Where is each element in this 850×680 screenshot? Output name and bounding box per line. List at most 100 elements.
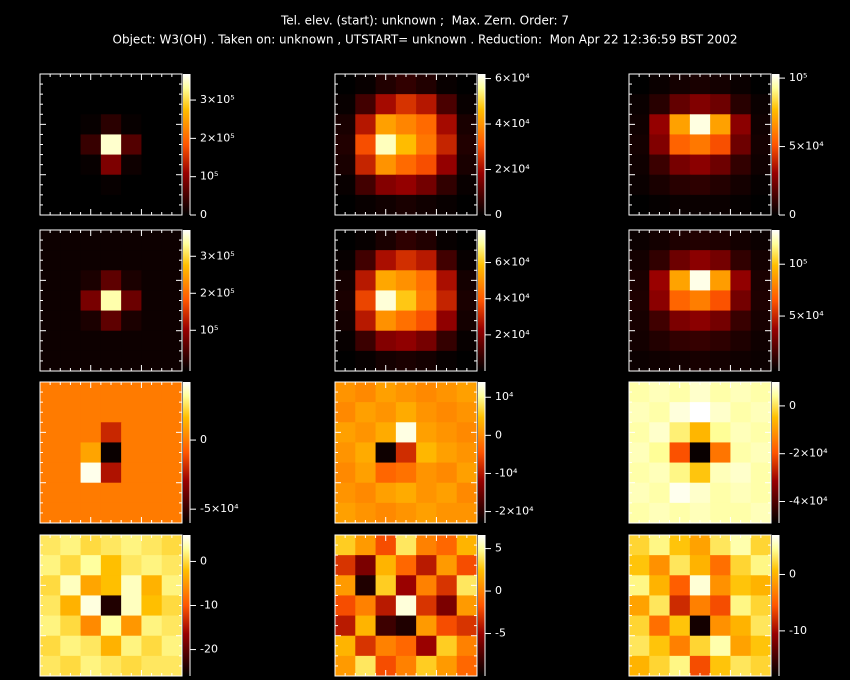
pixel <box>689 442 711 464</box>
pixel <box>335 502 356 524</box>
pixel <box>40 230 61 251</box>
pixel <box>335 535 356 556</box>
pixel <box>649 290 671 312</box>
pixel <box>161 595 183 617</box>
pixel <box>750 595 772 617</box>
pixel <box>730 270 752 291</box>
pixel <box>161 655 183 677</box>
colorbar-tick-label: 2×10⁵ <box>200 286 235 299</box>
pixel <box>100 595 122 617</box>
pixel <box>710 422 731 443</box>
pixel <box>710 575 731 596</box>
pixel <box>649 502 671 524</box>
pixel <box>395 134 417 156</box>
pixel <box>161 555 183 576</box>
pixel <box>355 595 377 617</box>
pixel <box>60 250 82 271</box>
pixel <box>649 154 671 176</box>
pixel <box>335 250 356 271</box>
pixel <box>710 595 731 617</box>
pixel <box>121 555 142 576</box>
colorbar-tick-label: 0 <box>200 433 207 446</box>
pixel <box>80 310 102 332</box>
pixel <box>456 94 478 115</box>
pixel <box>689 330 711 352</box>
pixel <box>456 230 478 251</box>
pixel <box>629 134 650 156</box>
pixel <box>100 154 122 176</box>
pixel <box>436 74 458 95</box>
pixel <box>730 250 752 271</box>
pixel <box>395 74 417 95</box>
pixel <box>60 310 82 332</box>
pixel <box>40 74 61 95</box>
pixel <box>355 74 377 95</box>
pixel <box>80 502 102 524</box>
pixel <box>649 535 671 556</box>
pixel <box>355 174 377 196</box>
pixel <box>40 290 61 312</box>
pixel <box>629 270 650 291</box>
pixel <box>335 94 356 115</box>
pixel <box>649 555 671 576</box>
pixel <box>40 555 61 576</box>
pixel <box>375 94 397 115</box>
pixel <box>60 382 82 403</box>
pixel <box>436 502 458 524</box>
pixel <box>416 595 437 617</box>
pixel <box>121 310 142 332</box>
pixel <box>40 422 61 443</box>
pixel <box>60 174 82 196</box>
pixel <box>436 134 458 156</box>
pixel <box>689 270 711 291</box>
pixel <box>161 114 183 135</box>
pixel <box>141 422 163 443</box>
pixel <box>730 194 752 216</box>
pixel <box>629 502 650 524</box>
colorbar-tick-label: 4×10⁴ <box>495 117 530 130</box>
pixel <box>141 74 163 95</box>
pixel <box>80 250 102 271</box>
pixel <box>335 350 356 372</box>
pixel <box>60 575 82 596</box>
pixel <box>60 442 82 464</box>
pixel <box>141 402 163 423</box>
colorbar-tick-label: 6×10⁴ <box>495 256 530 269</box>
pixel <box>750 382 772 403</box>
pixel <box>456 615 478 637</box>
pixel <box>355 575 377 596</box>
pixel <box>710 290 731 312</box>
pixel <box>100 555 122 576</box>
pixel <box>375 74 397 95</box>
pixel <box>335 442 356 464</box>
pixel <box>629 595 650 617</box>
pixel <box>80 402 102 423</box>
title-line: Tel. elev. (start): unknown ; Max. Zern.… <box>280 14 569 28</box>
pixel <box>355 270 377 291</box>
pixel <box>649 250 671 271</box>
pixel <box>375 615 397 637</box>
pixel <box>60 615 82 637</box>
pixel <box>750 194 772 216</box>
pixel <box>436 655 458 677</box>
colorbar-tick-label: 0 <box>789 567 796 580</box>
pixel <box>141 442 163 464</box>
pixel <box>416 615 437 637</box>
pixel <box>121 174 142 196</box>
pixel <box>80 422 102 443</box>
pixel <box>649 74 671 95</box>
pixel <box>629 462 650 484</box>
pixel <box>335 134 356 156</box>
pixel <box>161 502 183 524</box>
pixel <box>750 310 772 332</box>
pixel <box>689 230 711 251</box>
pixel <box>710 535 731 556</box>
pixel <box>40 382 61 403</box>
pixel <box>395 535 417 556</box>
pixel <box>121 402 142 423</box>
pixel <box>141 250 163 271</box>
pixel <box>40 250 61 271</box>
pixel <box>121 330 142 352</box>
pixel <box>730 330 752 352</box>
colorbar-tick-label: 0 <box>200 554 207 567</box>
